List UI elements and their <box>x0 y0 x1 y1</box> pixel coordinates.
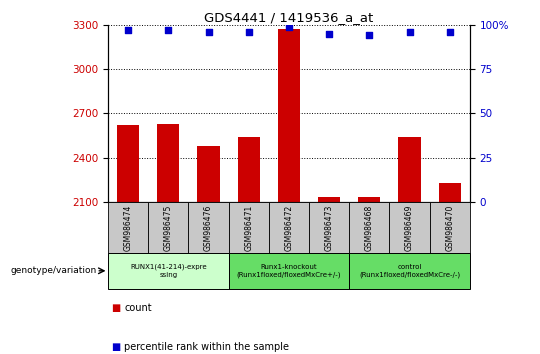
Point <box>446 29 454 35</box>
Point <box>325 31 333 36</box>
Text: GSM986469: GSM986469 <box>405 204 414 251</box>
Text: GSM986476: GSM986476 <box>204 204 213 251</box>
Bar <box>318 198 340 202</box>
Text: control
(Runx1floxed/floxedMxCre-/-): control (Runx1floxed/floxedMxCre-/-) <box>359 264 460 278</box>
Text: Runx1-knockout
(Runx1floxed/floxedMxCre+/-): Runx1-knockout (Runx1floxed/floxedMxCre+… <box>237 264 341 278</box>
Bar <box>148 202 188 253</box>
Text: ■: ■ <box>111 303 120 313</box>
Bar <box>438 183 461 202</box>
Bar <box>198 146 220 202</box>
Point <box>245 29 253 35</box>
Bar <box>389 202 430 253</box>
Title: GDS4441 / 1419536_a_at: GDS4441 / 1419536_a_at <box>204 11 374 24</box>
Point <box>124 27 132 33</box>
Text: GSM986468: GSM986468 <box>365 204 374 251</box>
Text: GSM986472: GSM986472 <box>285 204 293 251</box>
Bar <box>157 124 179 202</box>
Bar <box>430 202 470 253</box>
Text: GSM986474: GSM986474 <box>124 204 133 251</box>
Bar <box>278 29 300 202</box>
Text: GSM986475: GSM986475 <box>164 204 173 251</box>
Bar <box>228 202 269 253</box>
Point <box>405 29 414 35</box>
Text: GSM986473: GSM986473 <box>325 204 334 251</box>
Bar <box>188 202 228 253</box>
Text: percentile rank within the sample: percentile rank within the sample <box>124 342 289 352</box>
Bar <box>349 202 389 253</box>
Text: count: count <box>124 303 152 313</box>
Text: genotype/variation: genotype/variation <box>11 266 97 275</box>
Point <box>204 29 213 35</box>
Point <box>164 27 173 33</box>
Text: GSM986471: GSM986471 <box>244 204 253 251</box>
Point <box>365 33 374 38</box>
Point <box>285 24 293 29</box>
Bar <box>228 253 349 289</box>
Bar <box>108 253 228 289</box>
Bar <box>108 202 148 253</box>
Text: ■: ■ <box>111 342 120 352</box>
Bar <box>309 202 349 253</box>
Bar <box>358 198 380 202</box>
Text: RUNX1(41-214)-expre
ssing: RUNX1(41-214)-expre ssing <box>130 264 207 278</box>
Bar <box>238 137 260 202</box>
Bar <box>399 137 421 202</box>
Bar <box>269 202 309 253</box>
Bar <box>117 125 139 202</box>
Text: GSM986470: GSM986470 <box>445 204 454 251</box>
Bar <box>349 253 470 289</box>
